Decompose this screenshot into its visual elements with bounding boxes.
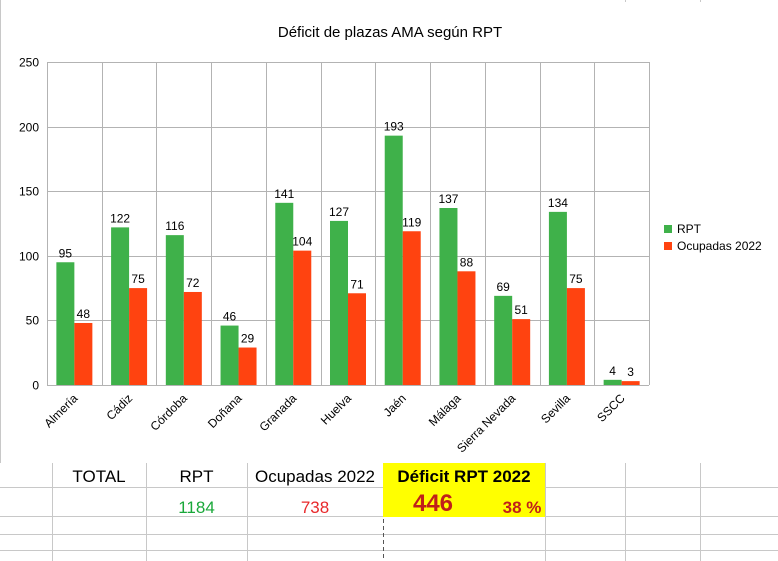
x-tick-label: Granada [256, 391, 299, 434]
x-tick-label: Cádiz [104, 391, 136, 423]
bar-ocupadas [348, 293, 366, 385]
x-tick-label: Jaén [381, 391, 409, 419]
ocupadas-label: Ocupadas 2022 [254, 467, 376, 486]
bar-ocupadas [402, 231, 421, 385]
bar-ocupadas [566, 288, 585, 385]
data-label: 3 [627, 365, 634, 379]
deficit-label: Déficit RPT 2022 [397, 467, 531, 486]
data-label: 127 [329, 205, 349, 219]
bar-rpt [111, 227, 130, 385]
bar-ocupadas [129, 288, 148, 385]
data-label: 95 [59, 246, 73, 260]
bar-ocupadas [293, 250, 312, 385]
data-label: 29 [241, 332, 255, 346]
deficit-highlight [383, 463, 545, 517]
legend-item-rpt: RPT [664, 220, 762, 237]
data-label: 193 [384, 120, 404, 134]
bar-rpt [384, 135, 403, 385]
bar-rpt [275, 202, 294, 385]
bar-chart: 0 50 100 150 200 250 95 48 Almería 122 75 Cádiz 116 7… [19, 56, 650, 455]
data-label: 134 [548, 196, 568, 210]
y-tick-label: 0 [32, 379, 39, 393]
data-label: 46 [223, 310, 237, 324]
data-label: 137 [438, 192, 458, 206]
bar-rpt [439, 207, 458, 385]
data-label: 75 [131, 272, 145, 286]
legend-label-ocupadas: Ocupadas 2022 [677, 238, 762, 253]
bar-rpt [330, 220, 348, 385]
bar-ocupadas [238, 347, 257, 385]
y-tick-label: 50 [26, 314, 40, 328]
x-tick-label: SSCC [594, 391, 628, 425]
ocupadas-total-value: 738 [300, 498, 330, 517]
data-label: 116 [165, 219, 184, 233]
chart-area: Déficit de plazas AMA según RPT 0 50 100 15… [8, 2, 770, 458]
rpt-total-value: 1184 [178, 498, 215, 517]
x-tick-label: Sevilla [538, 391, 573, 426]
data-label: 48 [77, 307, 91, 321]
summary-table: TOTAL RPT Ocupadas 2022 Déficit RPT 2022… [0, 463, 778, 561]
bar-ocupadas [512, 319, 531, 385]
data-label: 4 [609, 364, 616, 378]
data-label: 104 [292, 235, 312, 249]
deficit-value: 446 [412, 490, 454, 517]
legend-item-ocupadas: Ocupadas 2022 [664, 237, 762, 254]
x-tick-label: Málaga [426, 391, 464, 429]
data-label: 119 [402, 215, 421, 229]
x-tick-label: Córdoba [147, 391, 190, 434]
bar-rpt [165, 235, 184, 385]
legend-swatch-rpt [664, 224, 672, 233]
bar-rpt [603, 379, 622, 385]
y-tick-label: 200 [19, 121, 39, 135]
x-tick-label: Almería [41, 391, 80, 430]
data-label: 69 [497, 280, 511, 294]
bar-ocupadas [621, 381, 640, 385]
y-tick-label: 100 [19, 250, 39, 264]
legend-swatch-ocupadas [664, 241, 672, 250]
data-label: 51 [515, 303, 529, 317]
data-label: 122 [110, 211, 130, 225]
legend-label-rpt: RPT [677, 221, 701, 236]
bar-rpt [494, 295, 513, 385]
legend: RPT Ocupadas 2022 [664, 220, 762, 254]
x-tick-label: Doñana [205, 391, 245, 431]
x-tick-label: Sierra Nevada [454, 391, 518, 455]
bar-ocupadas [457, 271, 476, 385]
bar-rpt [548, 211, 567, 385]
deficit-percent: 38 % [502, 498, 542, 517]
data-label: 75 [569, 272, 583, 286]
data-label: 72 [186, 276, 200, 290]
x-tick-label: Huelva [318, 391, 355, 428]
total-label: TOTAL [72, 467, 126, 486]
bar-ocupadas [183, 291, 202, 385]
bar-rpt [56, 262, 75, 385]
rpt-label: RPT [179, 467, 214, 486]
bar-ocupadas [74, 322, 93, 385]
bar-rpt [220, 325, 239, 385]
y-tick-label: 150 [19, 185, 39, 199]
data-label: 71 [350, 277, 364, 291]
y-tick-label: 250 [19, 56, 39, 70]
data-label: 88 [460, 255, 474, 269]
chart-title: Déficit de plazas AMA según RPT [277, 24, 503, 41]
data-label: 141 [274, 187, 294, 201]
